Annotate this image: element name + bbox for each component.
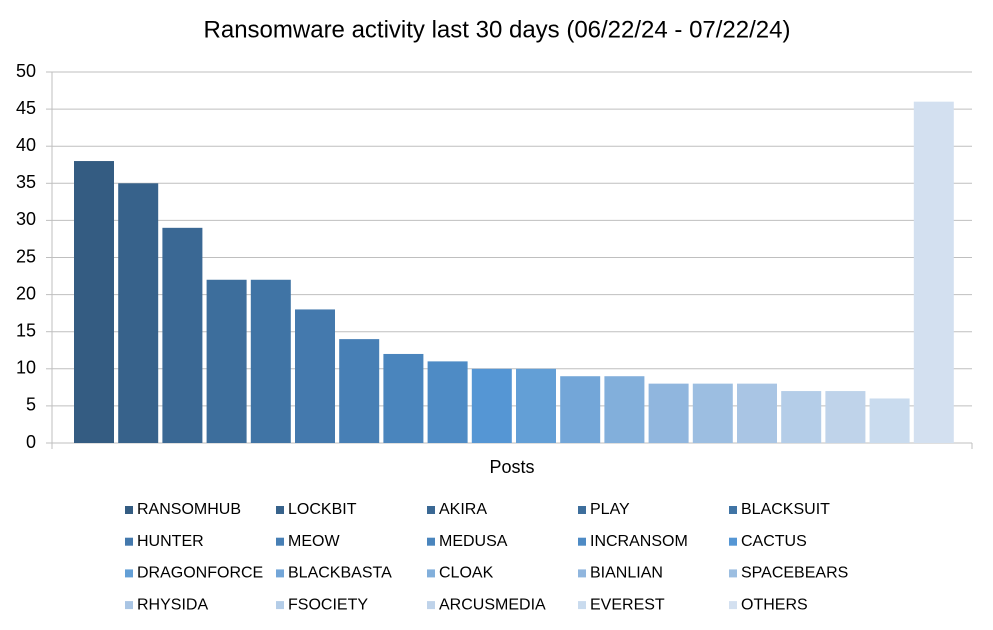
y-tick-label: 0 <box>26 432 36 452</box>
bar <box>516 368 556 443</box>
legend-swatch <box>578 506 586 514</box>
legend-label: OTHERS <box>741 596 808 613</box>
y-tick-label: 10 <box>16 358 36 378</box>
legend-label: DRAGONFORCE <box>137 565 263 582</box>
bar <box>825 391 866 443</box>
y-tick-label: 35 <box>16 172 36 192</box>
legend-swatch <box>729 537 737 546</box>
legend-label: BIANLIAN <box>590 565 663 582</box>
legend-swatch <box>276 601 284 610</box>
legend-label: MEOW <box>288 533 340 550</box>
bar <box>471 368 512 443</box>
bar <box>869 398 910 443</box>
legend-label: CACTUS <box>741 533 807 550</box>
legend-swatch <box>578 569 586 578</box>
bar <box>913 101 954 444</box>
legend-label: EVEREST <box>590 596 665 613</box>
legend-label: FSOCIETY <box>288 596 368 613</box>
bar <box>162 227 203 443</box>
y-tick-label: 25 <box>16 246 36 266</box>
y-tick-label: 20 <box>16 283 36 303</box>
legend-swatch <box>125 601 133 610</box>
bar <box>118 183 159 444</box>
bar <box>339 339 380 443</box>
bar <box>427 361 468 443</box>
bar <box>383 353 424 443</box>
legend-swatch <box>276 569 284 578</box>
legend-swatch <box>578 601 586 610</box>
legend-label: AKIRA <box>439 501 487 518</box>
legend-label: RANSOMHUB <box>137 501 241 518</box>
legend-swatch <box>729 601 737 610</box>
legend-swatch <box>276 537 284 546</box>
legend-label: RHYSIDA <box>137 596 208 613</box>
legend-swatch <box>125 537 133 546</box>
chart-title: Ransomware activity last 30 days (06/22/… <box>204 16 791 43</box>
legend-swatch <box>427 569 435 578</box>
bar <box>295 309 335 443</box>
bar <box>648 383 689 443</box>
legend-label: HUNTER <box>137 533 204 550</box>
bar <box>692 383 733 443</box>
legend-swatch <box>276 506 284 514</box>
legend-swatch <box>427 537 435 546</box>
y-tick-label: 5 <box>26 395 36 415</box>
legend-label: BLACKSUIT <box>741 501 830 518</box>
legend-label: CLOAK <box>439 565 494 582</box>
legend-swatch <box>125 506 133 514</box>
bar <box>604 376 645 443</box>
legend-label: BLACKBASTA <box>288 565 392 582</box>
y-tick-label: 40 <box>16 135 36 155</box>
y-tick-label: 15 <box>16 320 36 340</box>
bar <box>737 383 777 443</box>
bar <box>74 161 114 444</box>
x-tick-label: Posts <box>489 457 534 477</box>
bar <box>781 391 822 443</box>
legend-swatch <box>125 569 133 578</box>
legend-label: LOCKBIT <box>288 501 357 518</box>
bar <box>560 376 601 443</box>
bar <box>250 279 291 443</box>
legend-swatch <box>427 506 435 514</box>
legend-swatch <box>729 506 737 514</box>
legend-swatch <box>729 569 737 578</box>
legend-label: MEDUSA <box>439 533 508 550</box>
legend-swatch <box>427 601 435 610</box>
legend-label: INCRANSOM <box>590 533 688 550</box>
legend-swatch <box>578 537 586 546</box>
y-tick-label: 45 <box>16 98 36 118</box>
y-tick-label: 50 <box>16 61 36 81</box>
legend-label: ARCUSMEDIA <box>439 596 546 613</box>
bar <box>206 279 247 443</box>
legend-label: SPACEBEARS <box>741 565 848 582</box>
legend-label: PLAY <box>590 501 630 518</box>
y-tick-label: 30 <box>16 209 36 229</box>
